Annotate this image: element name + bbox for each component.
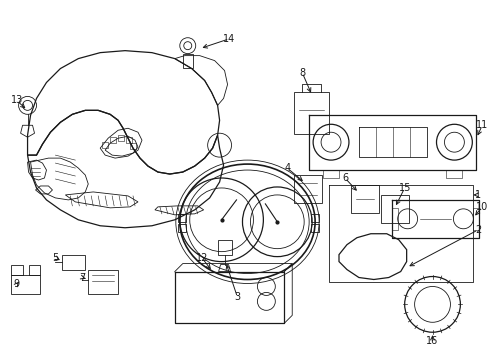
Text: 13: 13 [10, 95, 23, 105]
Bar [178, 214, 185, 222]
Text: 11: 11 [475, 120, 488, 130]
Text: 14: 14 [223, 34, 235, 44]
Bar [102, 142, 108, 148]
Text: 8: 8 [299, 68, 305, 77]
Bar [310, 214, 319, 222]
Text: 16: 16 [426, 336, 438, 346]
Text: 4: 4 [284, 163, 290, 173]
Text: 3: 3 [234, 292, 240, 302]
Bar [178, 224, 185, 232]
Text: 15: 15 [398, 183, 410, 193]
Text: 2: 2 [474, 225, 481, 235]
Text: 7: 7 [79, 273, 85, 283]
Text: 10: 10 [475, 202, 488, 212]
Bar [310, 224, 319, 232]
Text: 5: 5 [52, 253, 59, 262]
Bar [130, 143, 136, 149]
Text: 1: 1 [474, 190, 480, 200]
Bar [118, 135, 124, 141]
Text: 9: 9 [14, 279, 20, 289]
Bar [126, 137, 132, 143]
Text: 12: 12 [195, 253, 207, 262]
Bar [110, 137, 116, 143]
Text: 6: 6 [341, 173, 347, 183]
